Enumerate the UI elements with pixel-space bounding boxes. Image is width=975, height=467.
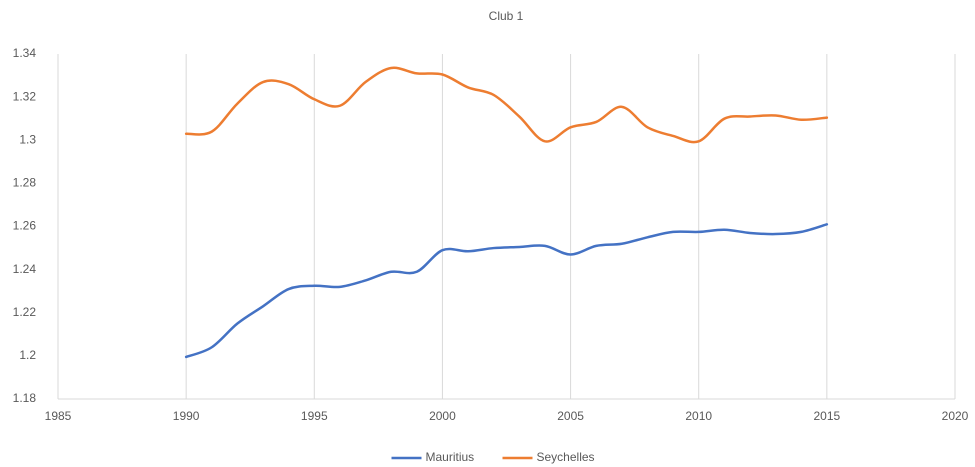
y-tick-label: 1.3 (19, 132, 36, 146)
series-line (184, 223, 829, 359)
x-tick-label: 2015 (814, 409, 841, 423)
x-tick-label: 1995 (301, 409, 328, 423)
y-tick-label: 1.22 (13, 305, 37, 319)
x-tick-label: 1985 (45, 409, 72, 423)
y-tick-label: 1.18 (13, 391, 37, 405)
series-line (184, 66, 829, 144)
x-tick-label: 2020 (942, 409, 969, 423)
y-tick-label: 1.28 (13, 176, 37, 190)
x-tick-label: 1990 (173, 409, 200, 423)
y-tick-label: 1.24 (13, 262, 37, 276)
x-tick-label: 2010 (685, 409, 712, 423)
legend-label: Seychelles (537, 450, 595, 464)
legend-label: Mauritius (426, 450, 475, 464)
x-tick-label: 2000 (429, 409, 456, 423)
y-tick-label: 1.34 (13, 46, 37, 60)
chart-title: Club 1 (489, 9, 524, 23)
y-tick-label: 1.32 (13, 89, 37, 103)
y-tick-label: 1.26 (13, 219, 37, 233)
y-tick-label: 1.2 (19, 348, 36, 362)
x-tick-label: 2005 (557, 409, 584, 423)
